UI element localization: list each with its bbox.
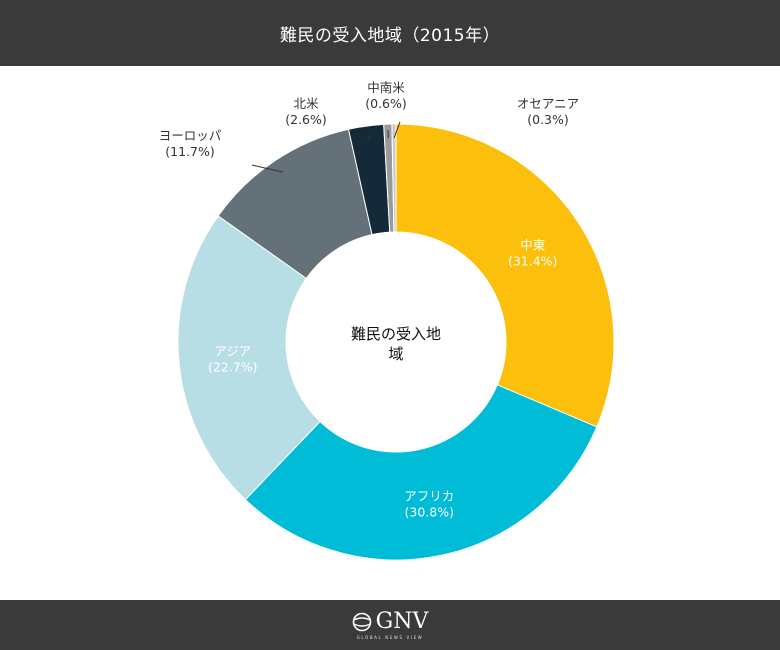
slice-2 (177, 215, 321, 501)
chart-footer: GNV GLOBAL NEWS VIEW (0, 600, 780, 650)
slice-label-0: 中東 (520, 237, 546, 252)
donut-chart: 中東(31.4%) アフリカ(30.8%) アジア(22.7%) ヨーロッパ(11.7… (159, 80, 615, 561)
slice-label-4: 北米 (293, 96, 319, 111)
leader-line-3 (251, 164, 284, 173)
chart-header: 難民の受入地域（2015年） (0, 0, 780, 66)
globe-icon (352, 612, 371, 631)
slice-labels: 中東(31.4%) アフリカ(30.8%) アジア(22.7%) ヨーロッパ(11.7… (159, 80, 579, 520)
slice-value-label-5: (0.6%) (365, 96, 407, 111)
slice-label-6: オセアニア (517, 96, 579, 111)
slice-label-1: アフリカ (404, 489, 454, 504)
donut-slices (177, 123, 615, 561)
slice-value-label-6: (0.3%) (527, 112, 569, 127)
slice-value-label-0: (31.4%) (508, 253, 557, 268)
slice-value-label-1: (30.8%) (404, 505, 453, 520)
gnv-logo: GNV GLOBAL NEWS VIEW (352, 608, 429, 640)
slice-1 (244, 384, 598, 561)
logo-tagline: GLOBAL NEWS VIEW (356, 634, 424, 640)
slice-6 (391, 123, 397, 233)
center-label-line-1: 難民の受入地 (351, 325, 441, 343)
slice-label-3: ヨーロッパ (159, 128, 222, 143)
leader-line-6 (393, 121, 401, 139)
logo-text: GNV (375, 608, 429, 634)
slice-label-2: アジア (214, 344, 251, 359)
leader-line-4 (367, 133, 371, 141)
slice-label-5: 中南米 (367, 80, 405, 95)
slice-0 (395, 123, 615, 428)
chart-title: 難民の受入地域（2015年） (279, 25, 501, 46)
slice-value-label-4: (2.6%) (285, 112, 327, 127)
slice-value-label-3: (11.7%) (165, 144, 214, 159)
center-label-line-2: 域 (388, 345, 403, 363)
leader-lines (251, 121, 401, 173)
slice-value-label-2: (22.7%) (208, 360, 257, 375)
